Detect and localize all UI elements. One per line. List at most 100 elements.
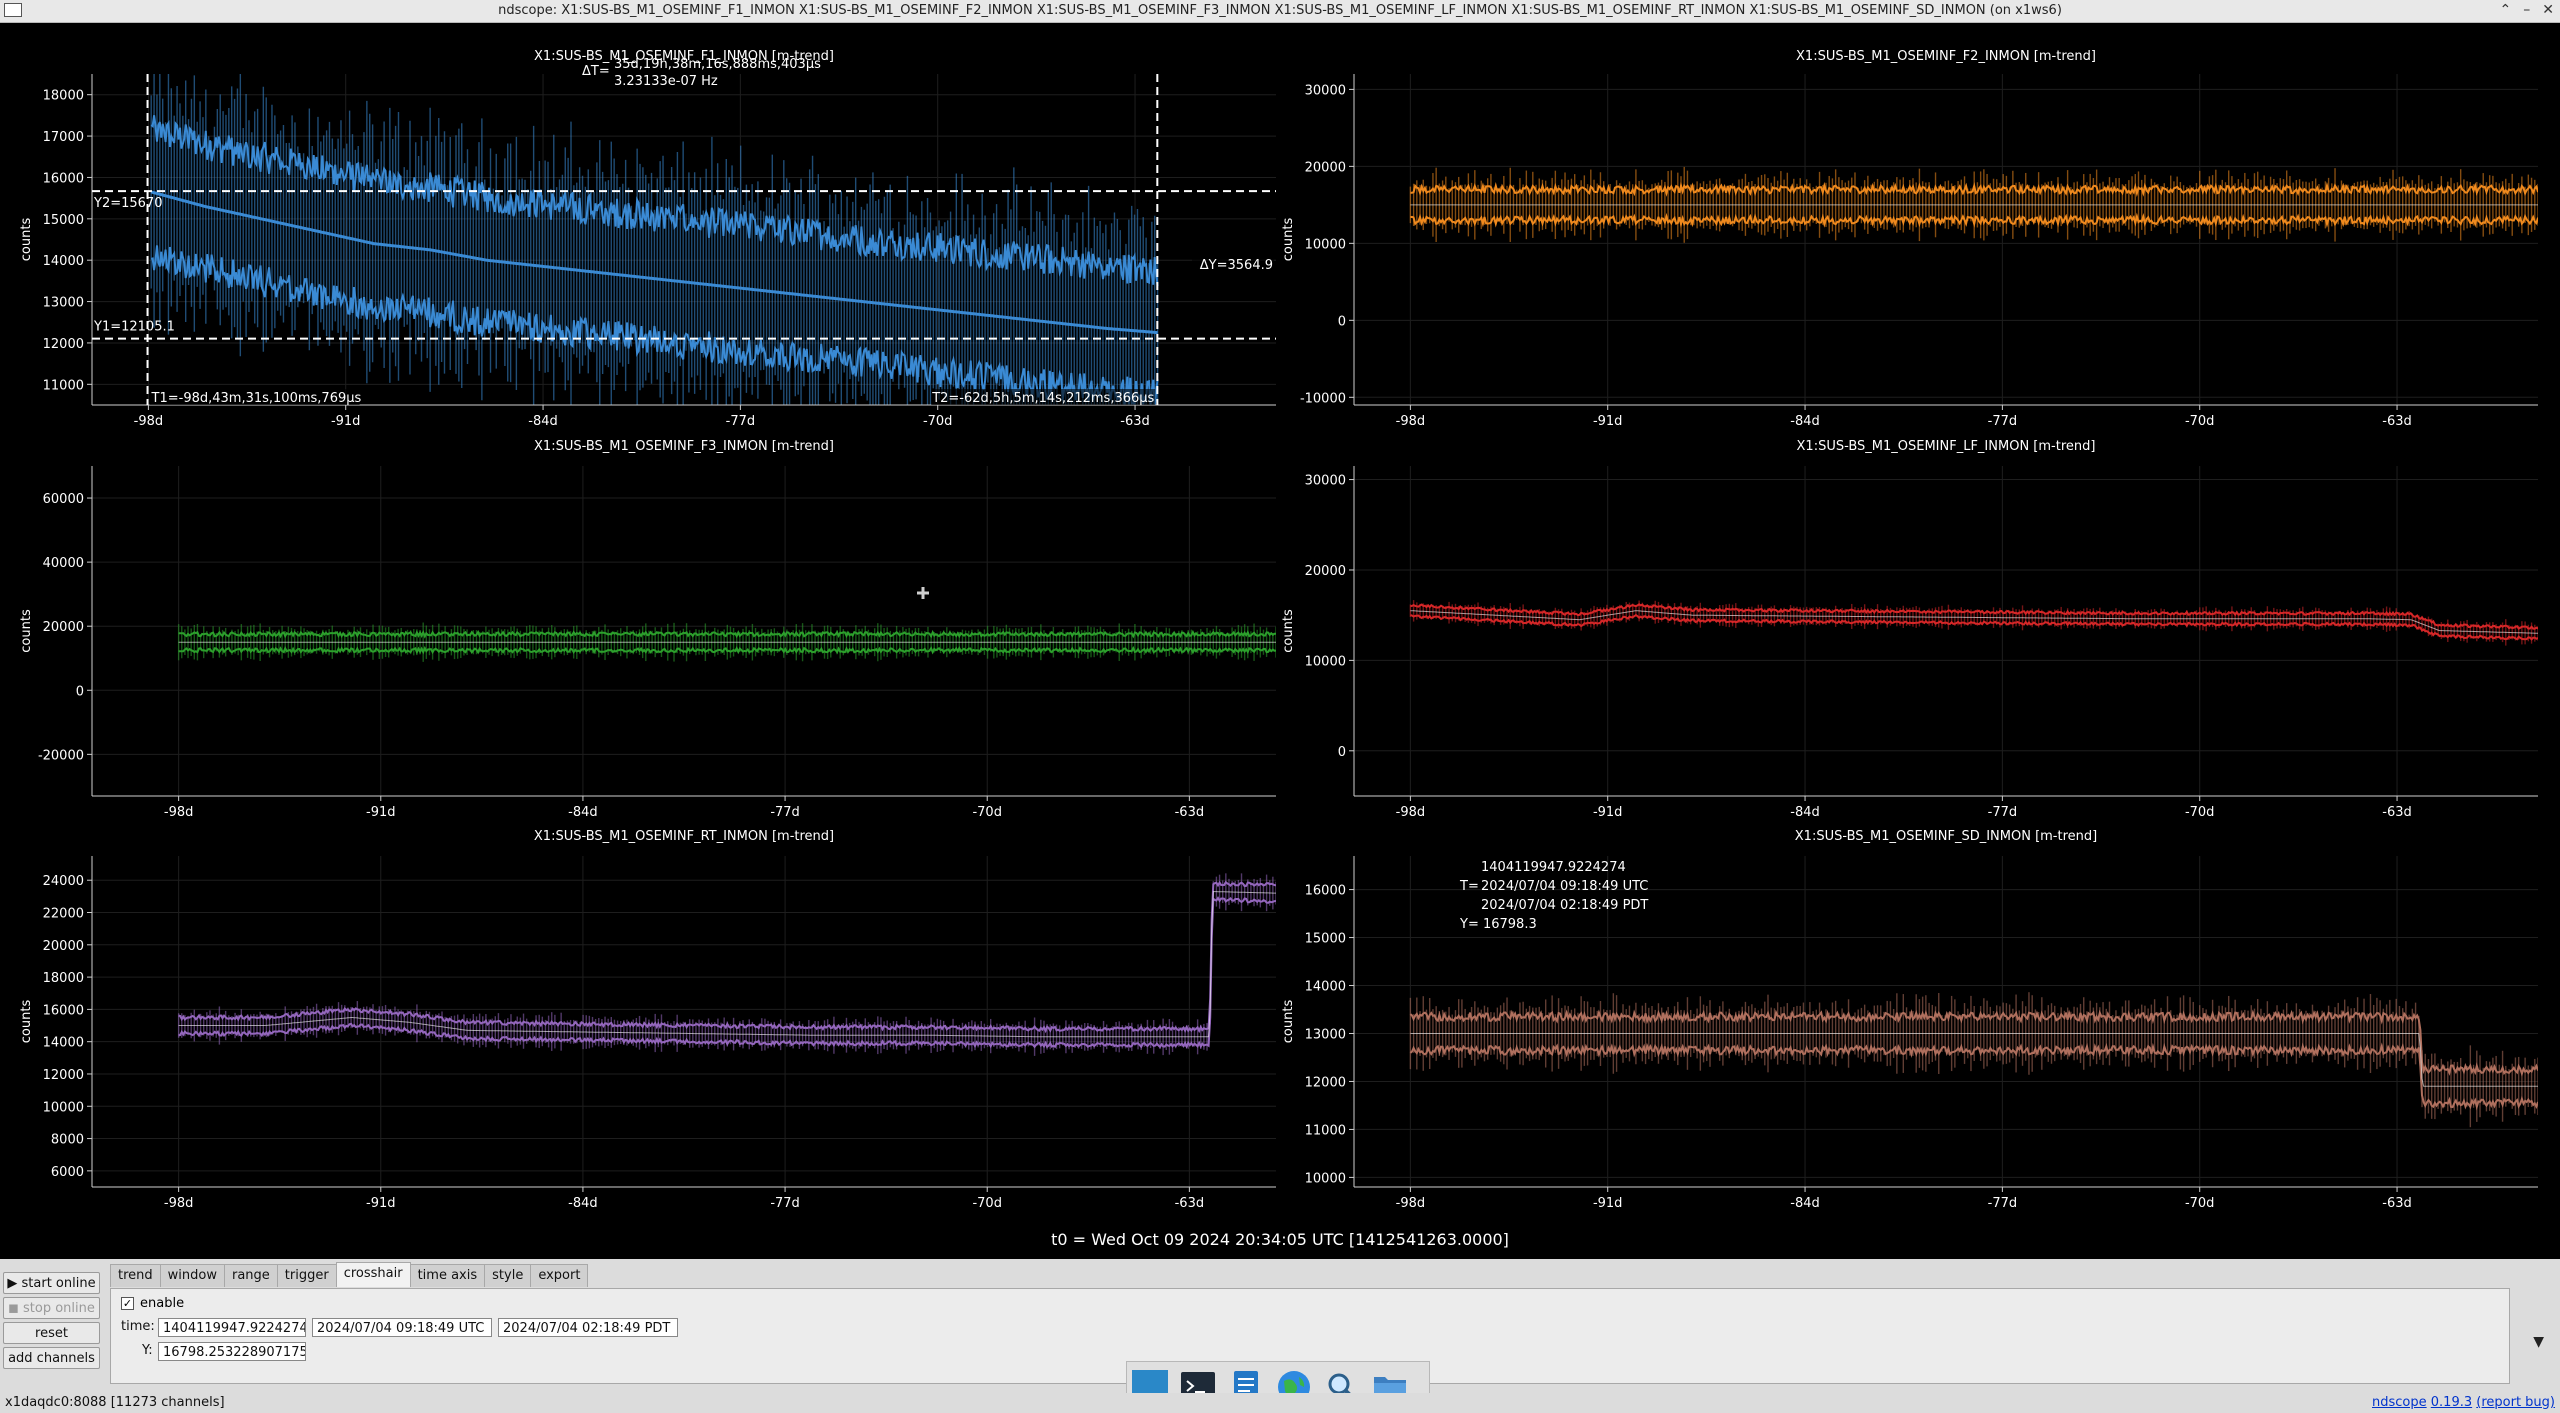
tab-time-axis[interactable]: time axis (409, 1264, 486, 1287)
x-tick-label: -98d (1396, 414, 1426, 429)
data-band (177, 622, 1276, 662)
ndscope-link[interactable]: ndscope (2372, 1395, 2427, 1410)
y-tick-label: 6000 (51, 1165, 84, 1180)
mean-trace (150, 190, 1158, 335)
tab-window[interactable]: window (159, 1264, 225, 1287)
chart-title: X1:SUS-BS_M1_OSEMINF_F1_INMON [m-trend] (534, 49, 834, 64)
y-tick-label: 0 (76, 684, 84, 699)
minimize-icon[interactable]: – (2523, 2, 2531, 18)
y-tick-label: 15000 (43, 213, 84, 228)
y-label: Y: (142, 1343, 153, 1358)
scope-plot-area[interactable]: 11000 12000 13000 14000 15000 16000 17000 18000… (0, 23, 2560, 1259)
x-tick-label: -84d (568, 805, 598, 820)
tab-trend[interactable]: trend (110, 1264, 161, 1287)
y-tick-label: 11000 (1305, 1123, 1346, 1138)
y-value-field[interactable]: 16798.253228907175 (158, 1342, 306, 1361)
cursor-move-icon (917, 587, 929, 599)
y-tick-label: 12000 (1305, 1075, 1346, 1090)
max-trace (178, 629, 1276, 639)
y-tick-label: 14000 (1305, 980, 1346, 995)
start-online-button[interactable]: ▶ start online (3, 1272, 100, 1294)
x-tick-label: -77d (770, 1196, 800, 1211)
y-tick-label: 0 (1338, 314, 1346, 329)
y-tick-label: 15000 (1305, 932, 1346, 947)
x-tick-label: -98d (1396, 1196, 1426, 1211)
y-tick-label: 20000 (1305, 564, 1346, 579)
time-utc-field[interactable]: 2024/07/04 09:18:49 UTC (312, 1318, 492, 1337)
version-link[interactable]: 0.19.3 (2430, 1395, 2473, 1410)
y-axis-label: counts (19, 1000, 34, 1044)
min-trace (150, 245, 1159, 405)
y-tick-label: 10000 (1305, 237, 1346, 252)
close-icon[interactable]: ✕ (2542, 2, 2554, 18)
chart-2: -10000 0 10000 20000 30000 -98d -91d -84d -77d -7… (1281, 49, 2538, 429)
x-tick-label: -91d (366, 805, 396, 820)
time-gps-field[interactable]: 1404119947.9224274 (158, 1318, 306, 1337)
data-band (150, 74, 1159, 405)
min-trace (1409, 1042, 2538, 1111)
app-window-icon (4, 3, 22, 17)
server-status: x1daqdc0:8088 [11273 channels] (5, 1395, 225, 1410)
stop-online-button[interactable]: ◼ stop online (3, 1297, 100, 1319)
chart-1: 11000 12000 13000 14000 15000 16000 17000 18000… (19, 49, 1276, 429)
plots-canvas[interactable]: 11000 12000 13000 14000 15000 16000 17000 18000… (0, 23, 2560, 1259)
x-tick-label: -63d (2382, 805, 2412, 820)
tab-range[interactable]: range (223, 1264, 278, 1287)
chart-3: -20000 0 20000 40000 60000 -98d -91d -84d -77d -7… (19, 439, 1276, 820)
tab-style[interactable]: style (484, 1264, 532, 1287)
y2-label: Y2=15670 (93, 196, 162, 211)
tab-export[interactable]: export (530, 1264, 589, 1287)
data-band (1409, 600, 2538, 646)
tab-trigger[interactable]: trigger (276, 1264, 337, 1287)
y-axis-label: counts (19, 609, 34, 653)
x-tick-label: -70d (2185, 414, 2215, 429)
t0-label: t0 = Wed Oct 09 2024 20:34:05 UTC [14125… (1051, 1230, 1509, 1249)
y-tick-label: 10000 (1305, 1171, 1346, 1186)
y-tick-label: 20000 (43, 939, 84, 954)
x-tick-label: -84d (528, 414, 558, 429)
maximize-icon[interactable]: ⌃ (2499, 2, 2512, 18)
chart-title: X1:SUS-BS_M1_OSEMINF_F2_INMON [m-trend] (1796, 49, 2096, 64)
checkmark-icon[interactable]: ✓ (121, 1297, 134, 1310)
chevron-down-icon[interactable]: ▼ (2533, 1334, 2544, 1350)
y-tick-label: 14000 (43, 254, 84, 269)
dt-frequency: 3.23133e-07 Hz (614, 74, 718, 89)
x-tick-label: -70d (923, 414, 953, 429)
y-tick-label: 0 (1338, 745, 1346, 760)
y-tick-label: 14000 (43, 1036, 84, 1051)
x-tick-label: -91d (366, 1196, 396, 1211)
chart-5: 6000 8000 10000 12000 14000 16000 18000 20000 22… (19, 829, 1276, 1211)
max-trace (1409, 1009, 2538, 1077)
y-tick-label: 12000 (43, 1068, 84, 1083)
x-tick-label: -84d (1790, 805, 1820, 820)
add-channels-button[interactable]: add channels (3, 1347, 100, 1369)
max-trace (1410, 181, 2538, 198)
y-tick-label: 40000 (43, 556, 84, 571)
reset-button[interactable]: reset (3, 1322, 100, 1344)
x-tick-label: -98d (164, 805, 194, 820)
y-tick-label: 11000 (43, 378, 84, 393)
crosshair-utc: 2024/07/04 09:18:49 UTC (1481, 879, 1648, 894)
window-titlebar: ndscope: X1:SUS-BS_M1_OSEMINF_F1_INMON X… (0, 0, 2560, 23)
min-trace (1410, 613, 2538, 641)
y-tick-label: 30000 (1305, 474, 1346, 489)
x-tick-label: -77d (1988, 1196, 2018, 1211)
y-tick-label: 16000 (43, 171, 84, 186)
x-tick-label: -77d (1988, 414, 2018, 429)
x-tick-label: -63d (1120, 414, 1150, 429)
y-tick-label: 16000 (1305, 884, 1346, 899)
mean-trace (178, 890, 1276, 1038)
data-band (1409, 992, 2538, 1128)
y-tick-label: 18000 (43, 89, 84, 104)
x-tick-label: -63d (1175, 1196, 1205, 1211)
y-tick-label: -20000 (38, 748, 84, 763)
enable-checkbox[interactable]: ✓ enable (121, 1296, 184, 1311)
chart-title: X1:SUS-BS_M1_OSEMINF_RT_INMON [m-trend] (534, 829, 834, 844)
chart-title: X1:SUS-BS_M1_OSEMINF_F3_INMON [m-trend] (534, 439, 834, 454)
tab-crosshair[interactable]: crosshair (335, 1262, 411, 1287)
report-bug-link[interactable]: (report bug) (2476, 1395, 2555, 1410)
x-tick-label: -91d (331, 414, 361, 429)
t1-label: T1=-98d,43m,31s,100ms,769µs (151, 391, 362, 406)
enable-label: enable (140, 1296, 185, 1311)
time-pdt-field[interactable]: 2024/07/04 02:18:49 PDT (498, 1318, 678, 1337)
